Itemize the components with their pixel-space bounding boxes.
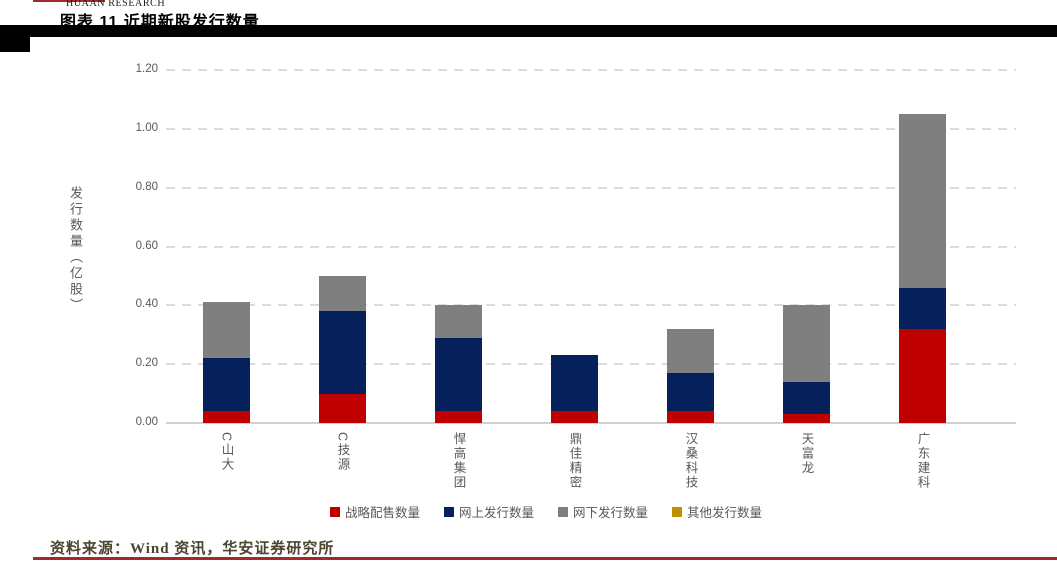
x-axis-label: 广东建科 (915, 432, 930, 490)
bar-segment (203, 302, 250, 359)
huaan-research-logo-caption: HUAAN RESEARCH (66, 0, 166, 9)
gridline (166, 127, 1016, 130)
bar-segment (783, 414, 830, 423)
legend-item: 其他发行数量 (672, 502, 762, 521)
legend-label: 其他发行数量 (687, 506, 763, 520)
bar-segment (899, 287, 946, 329)
bar-segment (783, 381, 830, 415)
legend-swatch (558, 506, 569, 517)
legend-label: 战略配售数量 (345, 506, 421, 520)
x-axis-label: 鼎佳精密 (567, 432, 582, 490)
bar-segment (435, 305, 482, 338)
bar-segment (435, 411, 482, 423)
x-axis-label: 悍高集团 (451, 432, 466, 490)
y-axis-tick-label: 0.60 (135, 239, 158, 252)
gridline (166, 245, 1016, 248)
plot-area (166, 69, 1016, 424)
source-note: 资料来源：Wind 资讯，华安证券研究所 (50, 541, 335, 557)
bar-segment (319, 393, 366, 423)
x-axis-label: 天富龙 (799, 432, 814, 476)
redaction-block (0, 25, 30, 52)
legend-item: 网上发行数量 (444, 502, 534, 521)
bar-segment (319, 311, 366, 394)
x-axis-line (166, 422, 1016, 424)
bar-segment (551, 411, 598, 423)
gridline (166, 304, 1016, 307)
bar-segment (435, 337, 482, 412)
legend-swatch (672, 506, 683, 517)
legend-label: 网下发行数量 (573, 506, 649, 520)
footer-red-rule (33, 557, 1057, 560)
y-axis-tick-label: 1.00 (135, 121, 158, 134)
bar-segment (551, 355, 598, 412)
legend-item: 网下发行数量 (558, 502, 648, 521)
bar-segment (667, 373, 714, 412)
bar-segment (783, 305, 830, 382)
legend-label: 网上发行数量 (459, 506, 535, 520)
bar-segment (203, 411, 250, 423)
y-axis-tick-label: 0.40 (135, 298, 158, 311)
legend: 战略配售数量 网上发行数量 网下发行数量 其他发行数量 (330, 502, 762, 521)
bar-segment (667, 411, 714, 423)
legend-item: 战略配售数量 (330, 502, 420, 521)
legend-swatch (330, 506, 340, 517)
y-axis-tick-label: 0.20 (135, 357, 158, 370)
gridline (166, 69, 1016, 71)
y-axis-title: 发行数量（亿股） (68, 186, 83, 314)
bar-segment (899, 114, 946, 288)
bar-segment (203, 358, 250, 412)
bar-segment (667, 328, 714, 373)
x-axis-label: C山大 (219, 432, 234, 473)
x-axis-label: 汉桑科技 (683, 432, 698, 490)
gridline (166, 186, 1016, 189)
x-axis-label: C技源 (335, 432, 350, 473)
y-axis-tick-label: 1.20 (135, 63, 158, 75)
legend-swatch (444, 506, 455, 517)
bar-segment (899, 328, 946, 423)
redaction-bar (0, 25, 1057, 37)
y-axis-tick-label: 0.00 (135, 416, 158, 428)
bar-segment (319, 275, 366, 312)
y-axis-tick-label: 0.80 (135, 180, 158, 193)
header-red-rule (33, 0, 105, 2)
